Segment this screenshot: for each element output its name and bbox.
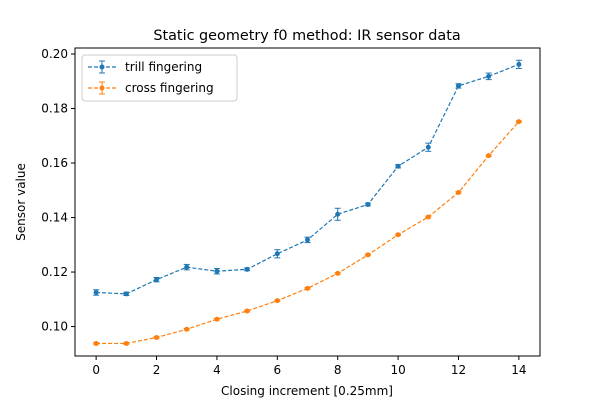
x-tick-label: 10: [390, 363, 405, 377]
legend-label-cross: cross fingering: [125, 81, 214, 95]
chart-title: Static geometry f0 method: IR sensor dat…: [153, 28, 460, 44]
data-point: [395, 163, 401, 169]
data-point: [244, 266, 250, 272]
data-point: [93, 289, 99, 295]
legend: trill fingering cross fingering: [81, 54, 238, 102]
legend-marker-trill: [99, 64, 105, 70]
data-point: [516, 119, 522, 125]
data-point: [486, 153, 492, 159]
x-tick-label: 6: [273, 363, 281, 377]
y-axis-title: Sensor value: [14, 163, 28, 241]
x-tick-label: 0: [92, 363, 100, 377]
y-tick-label: 0.18: [41, 102, 68, 116]
data-point: [274, 251, 280, 257]
x-axis: 0 2 4 6 8 10 12 14: [92, 356, 527, 377]
data-point: [365, 252, 371, 258]
legend-label-trill: trill fingering: [125, 60, 202, 74]
data-point: [123, 291, 129, 297]
data-point: [214, 316, 220, 322]
data-point: [455, 189, 461, 195]
y-tick-label: 0.14: [41, 211, 68, 225]
legend-entry-cross: cross fingering: [88, 81, 214, 95]
legend-box: [81, 54, 238, 102]
data-point: [425, 214, 431, 220]
data-point: [455, 83, 461, 89]
series-cross: [93, 119, 522, 346]
data-point: [516, 61, 522, 67]
y-tick-label: 0.20: [41, 47, 68, 61]
x-axis-title: Closing increment [0.25mm]: [221, 384, 393, 398]
series-layer: [93, 59, 522, 346]
data-point: [214, 268, 220, 274]
data-point: [305, 285, 310, 291]
data-point: [93, 340, 99, 346]
x-tick-label: 12: [451, 363, 466, 377]
data-point: [486, 73, 492, 79]
x-tick-label: 4: [213, 363, 221, 377]
x-tick-label: 8: [334, 363, 342, 377]
x-tick-label: 14: [511, 363, 526, 377]
plot-frame: [74, 47, 541, 357]
data-point: [335, 211, 341, 217]
y-tick-label: 0.16: [41, 156, 68, 170]
data-point: [365, 201, 371, 207]
data-point: [154, 277, 160, 283]
series-trill: [93, 59, 522, 297]
data-point: [184, 264, 190, 270]
y-tick-label: 0.10: [41, 320, 68, 334]
data-point: [425, 144, 431, 150]
legend-entry-trill: trill fingering: [88, 60, 202, 74]
data-point: [154, 334, 160, 340]
data-point: [244, 308, 250, 314]
legend-marker-cross: [99, 85, 105, 91]
data-point: [184, 326, 190, 332]
y-tick-label: 0.12: [41, 265, 68, 279]
data-point: [335, 270, 341, 276]
data-point: [274, 298, 280, 304]
data-point: [305, 237, 310, 243]
data-point: [123, 340, 129, 346]
y-axis: 0.10 0.12 0.14 0.16 0.18 0.20: [41, 47, 75, 334]
x-tick-label: 2: [153, 363, 161, 377]
data-point: [395, 232, 401, 238]
